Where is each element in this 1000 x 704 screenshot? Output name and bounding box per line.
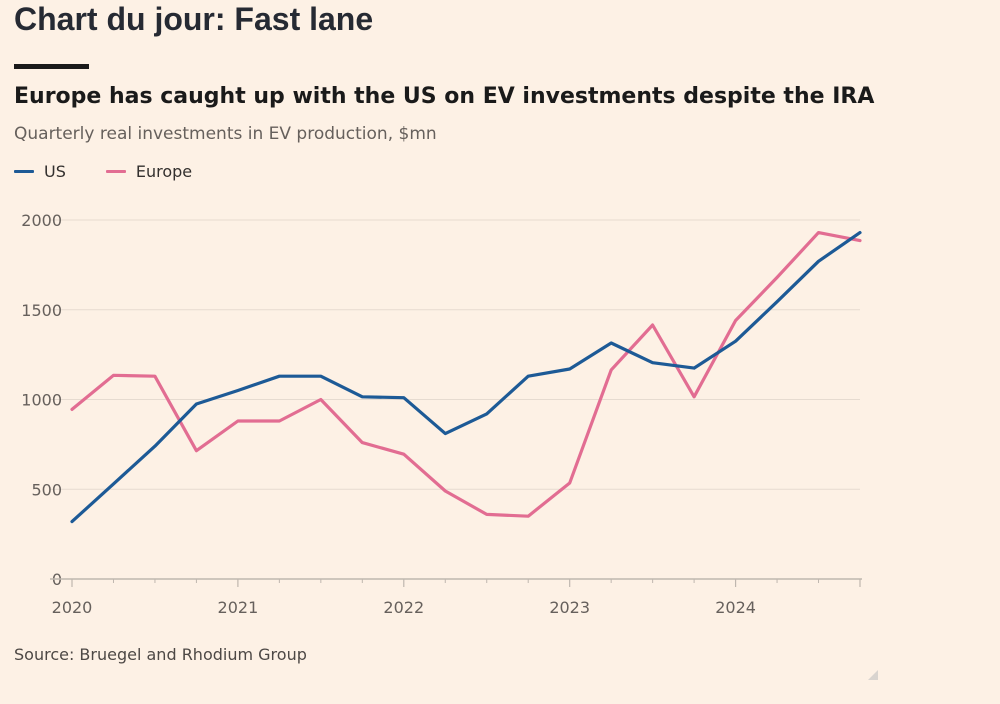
legend-swatch-europe [105, 170, 126, 173]
chart-title: Europe has caught up with the US on EV i… [14, 84, 875, 109]
x-tick-label-2022: 2022 [383, 598, 424, 617]
series-line-europe [70, 231, 862, 518]
x-tick-label-2023: 2023 [549, 598, 590, 617]
legend-item-us: US [14, 162, 66, 181]
series-line-us [70, 231, 862, 524]
chart-subtitle: Quarterly real investments in EV product… [14, 124, 437, 144]
y-tick-label-1500: 1500 [21, 301, 62, 320]
legend: US Europe [14, 162, 232, 181]
y-tick-label-500: 500 [31, 480, 62, 499]
headline: Chart du jour: Fast lane [14, 1, 374, 37]
resize-handle-icon[interactable] [868, 670, 878, 680]
legend-label-us: US [44, 162, 66, 181]
x-tick-label-2020: 2020 [52, 598, 93, 617]
x-tick-label-2024: 2024 [715, 598, 756, 617]
source-note: Source: Bruegel and Rhodium Group [14, 645, 307, 664]
legend-label-europe: Europe [135, 162, 193, 181]
y-tick-label-1000: 1000 [21, 391, 62, 410]
x-tick-label-2021: 2021 [218, 598, 259, 617]
legend-swatch-us [14, 170, 34, 173]
legend-item-europe: Europe [105, 162, 193, 181]
headline-rule [14, 64, 89, 69]
y-tick-label-2000: 2000 [21, 211, 62, 230]
